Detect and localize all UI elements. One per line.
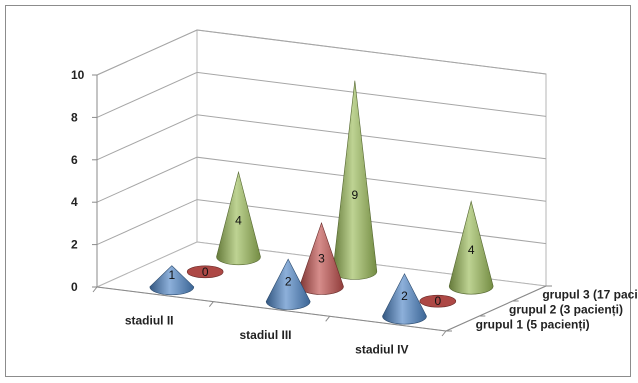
series-label: grupul 2 (3 pacienți) — [509, 303, 623, 317]
y-tick-label: 6 — [71, 153, 78, 167]
gridlines — [96, 29, 547, 246]
series-labels: grupul 1 (5 pacienți)grupul 2 (3 pacienț… — [476, 288, 638, 332]
y-tick-label: 2 — [71, 238, 78, 252]
cone-zero — [419, 294, 457, 308]
data-label: 0 — [434, 294, 441, 308]
x-tick-mark — [92, 286, 98, 293]
y-tick-label: 0 — [71, 280, 78, 294]
category-label: stadiul III — [239, 328, 291, 342]
cone — [216, 170, 261, 266]
y-tick-label: 8 — [71, 110, 78, 124]
y-tick-label: 4 — [71, 195, 78, 209]
data-label: 3 — [318, 251, 325, 265]
gridline — [96, 114, 547, 161]
x-tick-mark — [208, 301, 214, 307]
cone — [448, 200, 494, 295]
data-labels: 4 9 4 0 3 0 2 2 1 — [168, 188, 474, 308]
y-tick-label: 10 — [71, 68, 85, 82]
cone-zero — [186, 265, 224, 279]
cone — [265, 258, 311, 310]
gridline — [96, 199, 547, 246]
data-label: 2 — [285, 274, 292, 288]
series-label: grupul 1 (5 pacienți) — [476, 318, 590, 332]
category-label: stadiul II — [125, 313, 174, 327]
axes — [92, 74, 552, 337]
data-label: 1 — [168, 268, 175, 282]
cone — [149, 265, 195, 296]
category-label: stadiul IV — [355, 343, 408, 357]
cone — [382, 273, 427, 325]
gridline — [96, 156, 547, 203]
y-tick-labels: 0 2 4 6 8 10 — [71, 68, 85, 294]
data-label: 4 — [235, 214, 242, 228]
x-tick-mark — [441, 330, 447, 337]
data-label: 0 — [202, 265, 209, 279]
depth-axis — [445, 285, 547, 332]
gridline — [96, 29, 547, 76]
data-label: 4 — [468, 243, 475, 257]
series-label: grupul 3 (17 pacienți) — [542, 288, 638, 302]
x-axis — [96, 286, 447, 332]
gridline — [96, 71, 547, 118]
category-labels: stadiul II stadiul III stadiul IV — [125, 313, 409, 356]
data-label: 2 — [401, 289, 408, 303]
cones — [149, 80, 494, 325]
x-tick-mark — [325, 316, 331, 322]
data-label: 9 — [351, 188, 358, 202]
